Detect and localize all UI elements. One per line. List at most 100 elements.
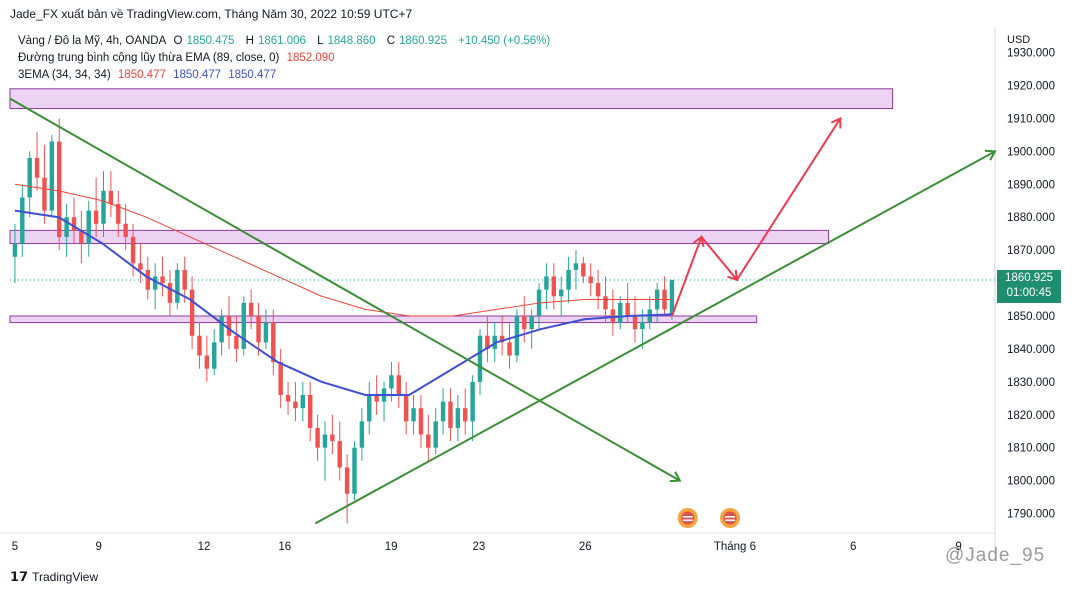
candle-body [544, 276, 549, 290]
legend-ema89[interactable]: Đường trung bình cộng lũy thừa EMA (89, … [18, 52, 339, 64]
y-tick-label: 1830.000 [1007, 377, 1055, 389]
candle-body [27, 157, 32, 198]
candle-body [64, 217, 69, 237]
candle-body [632, 315, 638, 330]
us-flag-event-icon-inner [723, 511, 737, 525]
candle-body [551, 276, 557, 297]
candle-body [485, 335, 490, 349]
candle-body [396, 375, 402, 396]
y-tick-label: 1850.000 [1007, 311, 1055, 323]
author-watermark: @Jade_95 [945, 545, 1046, 566]
ema3-value-2: 1850.477 [173, 69, 222, 81]
candle-body [300, 395, 306, 409]
candle-body [138, 263, 143, 270]
candle-body [167, 283, 173, 303]
candle-body [374, 395, 379, 402]
candle-body [204, 355, 210, 369]
ohlc-open: O 1850.475 [173, 35, 235, 47]
y-tick-label: 1890.000 [1007, 179, 1055, 191]
y-tick-label: 1790.000 [1007, 509, 1055, 521]
candle-body [101, 190, 106, 224]
candle-body [226, 315, 232, 336]
candle-body [352, 447, 357, 494]
trendline [314, 150, 996, 525]
candle-body [307, 395, 313, 428]
symbol-name[interactable]: Vàng / Đô la Mỹ, 4h, OANDA [18, 35, 167, 47]
y-tick-label: 1800.000 [1007, 476, 1055, 488]
candle-body [337, 441, 342, 468]
us-flag-event-icon-inner [681, 511, 695, 525]
candle-body [123, 223, 128, 237]
candle-body [440, 401, 446, 422]
candle-body [322, 434, 328, 448]
candle-body [160, 276, 165, 284]
candle-body [448, 401, 453, 428]
candle-body [234, 335, 239, 349]
x-tick-label: 16 [278, 541, 291, 553]
last-price-label: 1860.925 01:00:45 [997, 270, 1061, 303]
candle-body [433, 421, 438, 448]
candle-body [618, 302, 623, 323]
candle-body [603, 296, 608, 310]
x-tick-label: 9 [95, 541, 101, 553]
price-zone [9, 229, 830, 245]
candle-body [418, 408, 424, 435]
ohlc-close: C 1860.925 [386, 35, 447, 47]
tradingview-logo[interactable]: 𝟭𝟳 TradingView [10, 569, 98, 585]
us-flag-stripe [725, 519, 736, 522]
candle-body [271, 322, 276, 363]
ohlc-change: +10.450 (+0.56%) [458, 35, 551, 47]
candle-body [241, 302, 246, 349]
candle-body [108, 190, 114, 205]
candle-body [34, 157, 40, 178]
publish-line: Jade_FX xuất bản về TradingView.com, Thá… [10, 7, 413, 21]
price-zone [9, 315, 758, 324]
candle-body [463, 408, 468, 422]
candle-body [522, 315, 527, 330]
legend-symbol: Vàng / Đô la Mỹ, 4h, OANDA O 1850.475 H 18… [18, 35, 554, 47]
x-tick-label: Tháng 6 [714, 541, 756, 553]
candle-body [130, 236, 136, 264]
candle-body [426, 434, 431, 448]
candle-body [57, 141, 62, 237]
candle-body [152, 276, 158, 290]
candle-body [189, 289, 195, 336]
candle-body [558, 289, 564, 297]
candle-body [529, 315, 534, 330]
y-tick-label: 1910.000 [1007, 113, 1055, 125]
x-tick-label: 23 [472, 541, 485, 553]
candle-body [566, 269, 571, 290]
candle-body [79, 230, 84, 244]
price-zone [9, 88, 894, 110]
brand-name: TradingView [32, 570, 99, 584]
candle-body [595, 283, 601, 297]
candle-body [581, 263, 586, 277]
candle-body [359, 421, 365, 448]
candle-body [344, 467, 350, 494]
candle-body [411, 408, 416, 422]
candle-body [470, 381, 475, 422]
projection-arrowhead [727, 269, 739, 282]
last-price-value: 1860.925 [1005, 272, 1053, 284]
y-tick-label: 1880.000 [1007, 212, 1055, 224]
x-tick-label: 5 [12, 541, 18, 553]
ema3-value-1: 1850.477 [117, 69, 166, 81]
projection-arrowhead [692, 235, 705, 247]
candle-body [403, 395, 409, 422]
currency-label: USD [1007, 34, 1031, 46]
y-tick-label: 1820.000 [1007, 410, 1055, 422]
y-tick-label: 1920.000 [1007, 81, 1055, 93]
candle-body [212, 342, 217, 369]
candle-body [278, 362, 283, 396]
candle-body [42, 177, 47, 211]
candle-body [175, 269, 180, 303]
ema89-name: Đường trung bình cộng lũy thừa EMA (89, … [18, 52, 280, 64]
candle-body [499, 335, 505, 343]
legend-3ema[interactable]: 3EMA (34, 34, 34) 1850.477 1850.477 1850… [18, 69, 280, 81]
x-tick-label: 12 [198, 541, 211, 553]
candle-body [610, 309, 616, 323]
projection-arrowhead [830, 116, 842, 129]
candle-body [93, 210, 99, 224]
candle-body [256, 315, 261, 343]
